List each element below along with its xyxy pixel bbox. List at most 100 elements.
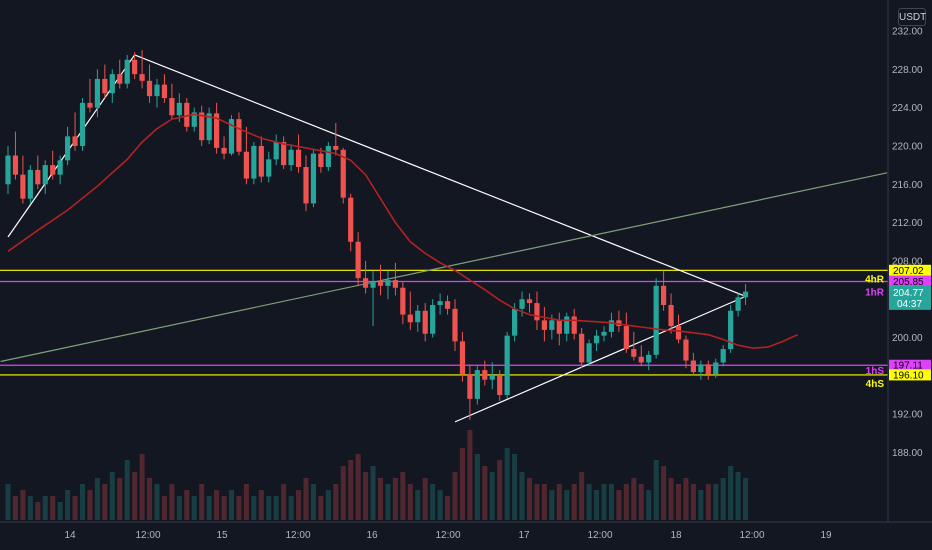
candle — [169, 83, 175, 120]
candle-body — [444, 301, 451, 309]
volume-bar — [251, 496, 257, 520]
level-value-tag-box — [889, 276, 931, 288]
price-tick-label: 216.00 — [892, 180, 923, 191]
volume-bar — [243, 484, 249, 520]
candle-body — [392, 280, 398, 288]
candle-body — [437, 301, 443, 305]
time-axis[interactable]: 14 12:00 15 12:00 16 12:00 17 12:00 18 12:00 19 — [64, 530, 832, 541]
candle — [42, 160, 48, 194]
candle — [683, 335, 689, 369]
volume-bar — [288, 496, 294, 520]
volume-bar — [124, 460, 130, 520]
candle-body — [35, 169, 41, 185]
price-tick-label: 228.00 — [892, 65, 923, 76]
candle-body — [161, 84, 168, 99]
candle-body — [638, 356, 644, 363]
candle — [363, 260, 369, 294]
candle-body — [735, 297, 741, 311]
candle — [735, 293, 741, 317]
candle — [266, 151, 272, 183]
candle — [631, 331, 637, 361]
level-name-label: 1hR — [865, 288, 885, 299]
trend-line[interactable] — [454, 295, 746, 423]
candle-body — [117, 74, 123, 84]
candle — [258, 136, 264, 183]
candle-body — [370, 281, 376, 288]
volume-bar — [407, 484, 413, 520]
candle — [705, 360, 711, 380]
volume-bar — [117, 478, 123, 520]
volume-bar — [161, 496, 167, 520]
candle — [132, 52, 138, 79]
candle-body — [534, 303, 540, 321]
candle-body — [199, 112, 205, 141]
candle-body — [452, 308, 458, 342]
candle-body — [564, 316, 570, 334]
candle-body — [236, 119, 242, 152]
candle-body — [683, 339, 689, 361]
candle-body — [363, 278, 369, 288]
volume-bar — [57, 502, 63, 520]
candle — [474, 366, 480, 405]
candle-body — [206, 113, 212, 141]
volume-bar — [489, 472, 495, 520]
trend-line[interactable] — [0, 172, 888, 363]
volume-bar — [549, 490, 555, 520]
candle-body — [579, 333, 585, 363]
level-value-tag-box — [889, 264, 931, 276]
candle-body — [407, 314, 413, 323]
candle-body — [549, 320, 555, 330]
candle — [497, 370, 503, 401]
candle — [12, 131, 19, 180]
volume-bar — [370, 466, 376, 520]
volume-bar — [266, 496, 272, 520]
volume-bar — [169, 484, 175, 520]
volume-bar — [631, 478, 637, 520]
candle — [325, 142, 331, 171]
candle — [303, 155, 309, 212]
price-tick-label: 220.00 — [892, 141, 923, 152]
candle-body — [258, 145, 264, 177]
candle-body — [646, 354, 652, 363]
volume-bar — [296, 490, 302, 520]
volume-bar — [683, 478, 689, 520]
current-price-label: 204.77 — [893, 288, 924, 299]
candle — [564, 312, 570, 342]
volume-bar — [310, 484, 316, 520]
candle — [742, 283, 749, 305]
candle-body — [146, 80, 153, 97]
candle — [288, 144, 294, 171]
candle-body — [12, 155, 19, 175]
candle — [385, 270, 391, 300]
volume-bar — [556, 484, 562, 520]
candle — [102, 64, 108, 99]
volume-bar — [340, 466, 346, 520]
level-name-label: 4hR — [865, 274, 885, 285]
candle-body — [281, 142, 287, 166]
trend-line[interactable] — [134, 54, 746, 297]
volume-bar — [437, 490, 443, 520]
candle-body — [601, 331, 607, 336]
volume-bar — [415, 490, 421, 520]
candle-body — [541, 320, 547, 330]
currency-button[interactable]: USDT — [898, 8, 926, 26]
volume-bar — [273, 496, 279, 520]
candle-body — [169, 98, 175, 116]
candle-body — [340, 149, 346, 198]
volume-bar — [616, 490, 622, 520]
candle — [228, 115, 235, 156]
volume-bar — [467, 430, 473, 520]
candle-body — [20, 174, 26, 199]
volume-bar — [109, 472, 115, 520]
candle-body — [310, 153, 317, 204]
volume-bar — [541, 484, 547, 520]
candle — [79, 98, 86, 151]
candle — [407, 291, 413, 330]
candle — [444, 295, 451, 315]
volume-bar — [236, 496, 242, 520]
volume-bar — [392, 478, 398, 520]
candle-body — [482, 370, 488, 380]
volume-bar — [102, 484, 108, 520]
volume-bar — [459, 448, 465, 520]
